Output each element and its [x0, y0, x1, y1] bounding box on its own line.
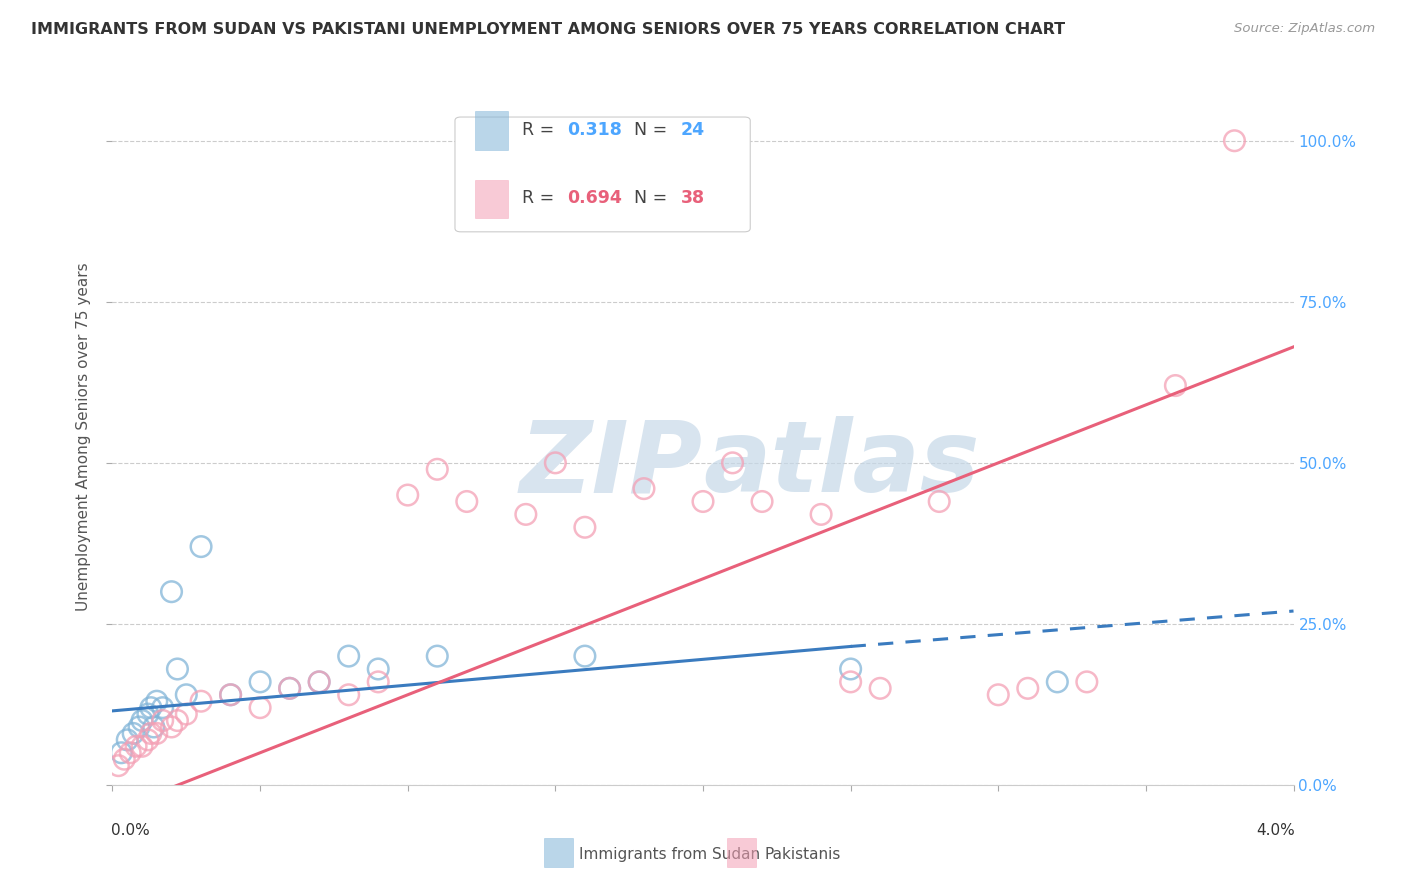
Point — [574, 520, 596, 534]
Point — [219, 688, 242, 702]
Point — [869, 681, 891, 696]
Point — [1164, 378, 1187, 392]
Point — [633, 482, 655, 496]
Point — [120, 746, 142, 760]
Point — [117, 732, 138, 747]
Point — [146, 726, 169, 740]
Point — [337, 649, 360, 664]
Point — [1223, 134, 1246, 148]
Point — [928, 494, 950, 508]
Text: 0.318: 0.318 — [567, 121, 621, 139]
Point — [544, 456, 567, 470]
Point — [152, 700, 174, 714]
Text: R =: R = — [522, 189, 560, 208]
Point — [136, 707, 159, 722]
Point — [249, 700, 271, 714]
Point — [139, 700, 162, 714]
Point — [166, 662, 188, 676]
Point — [721, 456, 744, 470]
Point — [160, 720, 183, 734]
Text: 24: 24 — [681, 121, 704, 139]
Point — [107, 758, 129, 772]
Point — [1046, 674, 1069, 689]
Point — [131, 739, 153, 754]
Point — [152, 714, 174, 728]
Point — [110, 746, 132, 760]
Point — [367, 662, 389, 676]
Point — [160, 584, 183, 599]
Point — [308, 674, 330, 689]
Point — [308, 674, 330, 689]
Point — [426, 462, 449, 476]
Point — [131, 714, 153, 728]
Point — [190, 694, 212, 708]
Point — [751, 494, 773, 508]
FancyBboxPatch shape — [475, 112, 508, 150]
Point — [337, 688, 360, 702]
Point — [396, 488, 419, 502]
Point — [1076, 674, 1098, 689]
Text: IMMIGRANTS FROM SUDAN VS PAKISTANI UNEMPLOYMENT AMONG SENIORS OVER 75 YEARS CORR: IMMIGRANTS FROM SUDAN VS PAKISTANI UNEMP… — [31, 22, 1066, 37]
Text: Immigrants from Sudan: Immigrants from Sudan — [579, 847, 761, 862]
Point — [136, 732, 159, 747]
FancyBboxPatch shape — [475, 179, 508, 218]
Point — [122, 726, 145, 740]
Point — [128, 720, 150, 734]
FancyBboxPatch shape — [456, 117, 751, 232]
Point — [112, 752, 135, 766]
Text: 0.0%: 0.0% — [111, 823, 150, 838]
Point — [456, 494, 478, 508]
Point — [692, 494, 714, 508]
Point — [839, 662, 862, 676]
Point — [166, 714, 188, 728]
Point — [174, 688, 197, 702]
Point — [190, 540, 212, 554]
Point — [1017, 681, 1039, 696]
Text: Source: ZipAtlas.com: Source: ZipAtlas.com — [1234, 22, 1375, 36]
Point — [810, 508, 832, 522]
Point — [987, 688, 1010, 702]
Text: Pakistanis: Pakistanis — [765, 847, 841, 862]
Point — [574, 649, 596, 664]
Text: 0.694: 0.694 — [567, 189, 621, 208]
Point — [367, 674, 389, 689]
Text: atlas: atlas — [703, 417, 980, 514]
Point — [839, 674, 862, 689]
Text: 4.0%: 4.0% — [1256, 823, 1295, 838]
Point — [249, 674, 271, 689]
FancyBboxPatch shape — [544, 838, 574, 867]
Text: R =: R = — [522, 121, 560, 139]
Point — [125, 739, 148, 754]
Point — [278, 681, 301, 696]
Text: N =: N = — [623, 121, 672, 139]
Point — [426, 649, 449, 664]
Point — [219, 688, 242, 702]
Point — [174, 707, 197, 722]
Text: ZIP: ZIP — [520, 417, 703, 514]
Y-axis label: Unemployment Among Seniors over 75 years: Unemployment Among Seniors over 75 years — [76, 263, 91, 611]
Point — [278, 681, 301, 696]
Point — [146, 694, 169, 708]
Point — [142, 720, 165, 734]
Point — [139, 726, 162, 740]
Text: N =: N = — [623, 189, 672, 208]
Point — [515, 508, 537, 522]
FancyBboxPatch shape — [727, 838, 756, 867]
Text: 38: 38 — [681, 189, 704, 208]
